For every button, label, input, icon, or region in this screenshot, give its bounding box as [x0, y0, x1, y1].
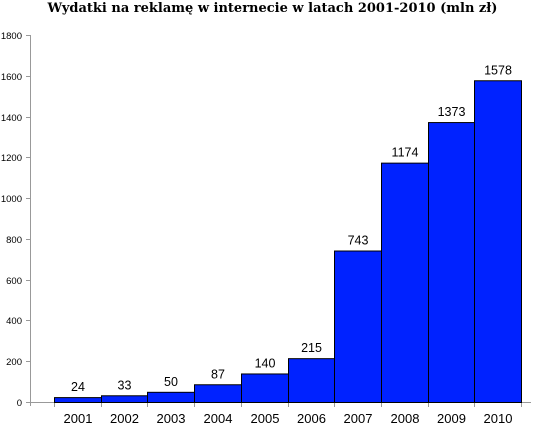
x-tick-label-2006: 2006 — [297, 411, 326, 425]
data-label-2010: 1578 — [484, 63, 512, 77]
x-tick-label-2004: 2004 — [204, 411, 233, 425]
bar-2002 — [101, 395, 148, 404]
y-tick-label: 1600 — [1, 72, 22, 83]
bar-2006 — [288, 358, 335, 403]
bar-2004 — [194, 384, 242, 403]
y-tick-label: 200 — [6, 357, 22, 368]
data-label-2005: 140 — [255, 356, 276, 370]
y-tick-label: 1200 — [1, 153, 22, 164]
y-tick-label: 600 — [6, 276, 22, 287]
x-tick-label-2007: 2007 — [344, 411, 373, 425]
x-tick-label-2010: 2010 — [484, 411, 513, 425]
x-tick-label-2003: 2003 — [157, 411, 186, 425]
data-label-2002: 33 — [118, 378, 132, 392]
bar-2007 — [334, 250, 382, 403]
x-tick-label-2001: 2001 — [64, 411, 93, 425]
x-tick-label-2009: 2009 — [437, 411, 466, 425]
x-tick-label-2002: 2002 — [110, 411, 139, 425]
y-tick-label: 1800 — [1, 31, 22, 42]
x-tick-label-2005: 2005 — [251, 411, 280, 425]
bar-2003 — [147, 391, 195, 403]
data-label-2003: 50 — [164, 375, 178, 389]
bars — [54, 80, 522, 404]
data-label-2009: 1373 — [438, 105, 466, 119]
bar-2001 — [54, 397, 102, 403]
chart-title: Wydatki na reklamę w internecie w latach… — [47, 1, 498, 16]
y-tick-label: 1000 — [1, 194, 22, 205]
bar-2008 — [381, 162, 429, 403]
data-label-2007: 743 — [348, 234, 369, 248]
data-label-2006: 215 — [301, 341, 322, 355]
bar-2009 — [428, 122, 475, 404]
y-tick-label: 0 — [17, 398, 22, 409]
y-tick-label: 1400 — [1, 113, 22, 124]
y-tick-label: 400 — [6, 316, 22, 327]
data-label-2008: 1174 — [392, 146, 419, 160]
labels: 24 2001 33 2002 50 2003 87 2004 140 2005 215 2006 74… — [64, 63, 513, 425]
bar-2005 — [241, 373, 289, 404]
data-label-2004: 87 — [211, 367, 225, 381]
bar-2010 — [474, 80, 522, 403]
y-tick-label: 800 — [6, 235, 22, 246]
x-tick-label-2008: 2008 — [391, 411, 420, 425]
data-label-2001: 24 — [71, 380, 85, 394]
